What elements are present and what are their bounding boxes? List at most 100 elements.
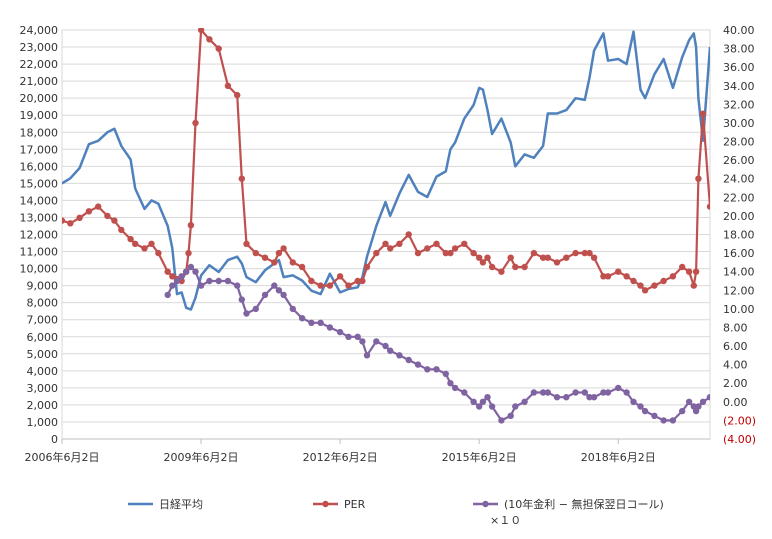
series-2-point xyxy=(252,249,259,257)
y-left-tick-label: 13,000 xyxy=(20,211,59,224)
y-right-tick-label: 26.00 xyxy=(723,154,755,167)
series-3-point xyxy=(252,305,259,313)
series-3-point xyxy=(345,333,352,340)
y-left-tick-label: 8,000 xyxy=(27,297,59,310)
series-2-point xyxy=(488,263,496,271)
series-2-point xyxy=(451,245,459,252)
series-2-point xyxy=(95,203,102,210)
series-3-point xyxy=(530,389,538,396)
series-2-point xyxy=(234,91,241,99)
series-3-point xyxy=(396,352,403,359)
series-3-point xyxy=(641,407,649,415)
series-2-point xyxy=(206,36,213,43)
series-3-point xyxy=(699,398,707,405)
series-2-point xyxy=(692,268,700,275)
series-3-point xyxy=(206,277,213,285)
series-2-point xyxy=(308,277,315,285)
x-tick-label: 2012年6月2日 xyxy=(303,450,378,464)
series-2-point xyxy=(695,175,702,182)
series-3-point xyxy=(498,417,505,424)
y-left-tick-label: 12,000 xyxy=(20,229,59,242)
series-2-point xyxy=(359,277,366,285)
series-3-point xyxy=(461,389,468,396)
series-3-point xyxy=(243,310,250,317)
series-2-point xyxy=(62,217,66,224)
y-right-tick-label: 32.00 xyxy=(723,98,755,111)
series-2-point xyxy=(615,268,622,275)
series-2-point xyxy=(387,245,394,252)
y-right-tick-label: 14.00 xyxy=(723,266,755,279)
series-3-point xyxy=(600,389,607,396)
series-3-point xyxy=(215,277,222,285)
series-2-point xyxy=(690,282,697,289)
series-line-3 xyxy=(166,265,710,422)
y-left-tick-label: 20,000 xyxy=(20,92,59,105)
series-2-point xyxy=(470,249,477,257)
series-2-point xyxy=(187,222,195,229)
series-2-point xyxy=(271,259,278,266)
series-3-point xyxy=(637,403,644,410)
series-3-point xyxy=(178,273,185,280)
series-2-point xyxy=(544,254,551,261)
series-3-point xyxy=(679,407,686,415)
series-2-point xyxy=(572,249,579,257)
series-2-point xyxy=(424,245,431,252)
y-right-tick-label: 4.00 xyxy=(723,359,748,372)
series-2-point xyxy=(586,249,593,257)
series-3-point xyxy=(512,403,519,410)
x-tick-label: 2015年6月2日 xyxy=(442,450,517,464)
series-3-point xyxy=(187,263,195,271)
series-2-point xyxy=(224,82,232,90)
series-line-1 xyxy=(62,30,710,311)
y-left-tick-label: 9,000 xyxy=(27,280,59,293)
series-3-point xyxy=(442,370,449,378)
series-2-point xyxy=(169,273,176,280)
series-3-point xyxy=(298,315,306,322)
series-2-point xyxy=(600,273,607,280)
series-3-point xyxy=(685,398,693,405)
series-2-point xyxy=(581,249,588,257)
series-3-point xyxy=(183,268,190,275)
series-2-point xyxy=(521,263,528,271)
series-3-point xyxy=(539,389,547,396)
series-3-point xyxy=(173,277,181,285)
series-2-point xyxy=(706,203,710,210)
series-3-point xyxy=(308,319,315,326)
y-left-tick-label: 4,000 xyxy=(27,365,59,378)
series-3-point xyxy=(354,333,361,340)
y-right-tick-label: 40.00 xyxy=(723,24,755,37)
series-3-point xyxy=(451,384,459,392)
series-3-point xyxy=(604,389,612,396)
y-left-tick-label: 2,000 xyxy=(27,399,59,412)
series-3-point xyxy=(261,291,269,299)
series-3-point xyxy=(623,389,630,396)
series-3-point xyxy=(424,366,431,373)
series-3-point xyxy=(317,319,324,326)
series-2-point xyxy=(476,254,483,261)
series-3-point xyxy=(197,282,205,289)
series-2-point xyxy=(127,235,134,243)
series-3-point xyxy=(363,352,371,359)
series-3-point xyxy=(521,398,528,405)
y-left-tick-label: 21,000 xyxy=(20,75,59,88)
series-2-point xyxy=(461,240,468,247)
series-3-point xyxy=(433,366,440,373)
series-2-point xyxy=(243,240,250,247)
y-right-tick-label: 10.00 xyxy=(723,303,755,316)
y-left-tick-label: 7,000 xyxy=(27,314,59,327)
y-right-tick-label: 0.00 xyxy=(723,396,748,409)
y-right-tick-label: 16.00 xyxy=(723,247,755,260)
legend-marker xyxy=(322,500,329,508)
series-2-point xyxy=(155,249,162,257)
legend-label: PER xyxy=(344,498,366,511)
y-right-tick-label: 2.00 xyxy=(723,377,748,390)
series-3-point xyxy=(192,268,199,275)
series-2-point xyxy=(363,263,371,271)
series-2-point xyxy=(280,245,287,252)
series-2-point xyxy=(326,282,334,289)
series-3-point xyxy=(289,305,296,313)
y-left-tick-label: 14,000 xyxy=(20,194,59,207)
series-3-point xyxy=(651,412,658,419)
y-right-tick-label: (4.00) xyxy=(723,433,756,446)
y-left-tick-label: 1,000 xyxy=(27,416,59,429)
